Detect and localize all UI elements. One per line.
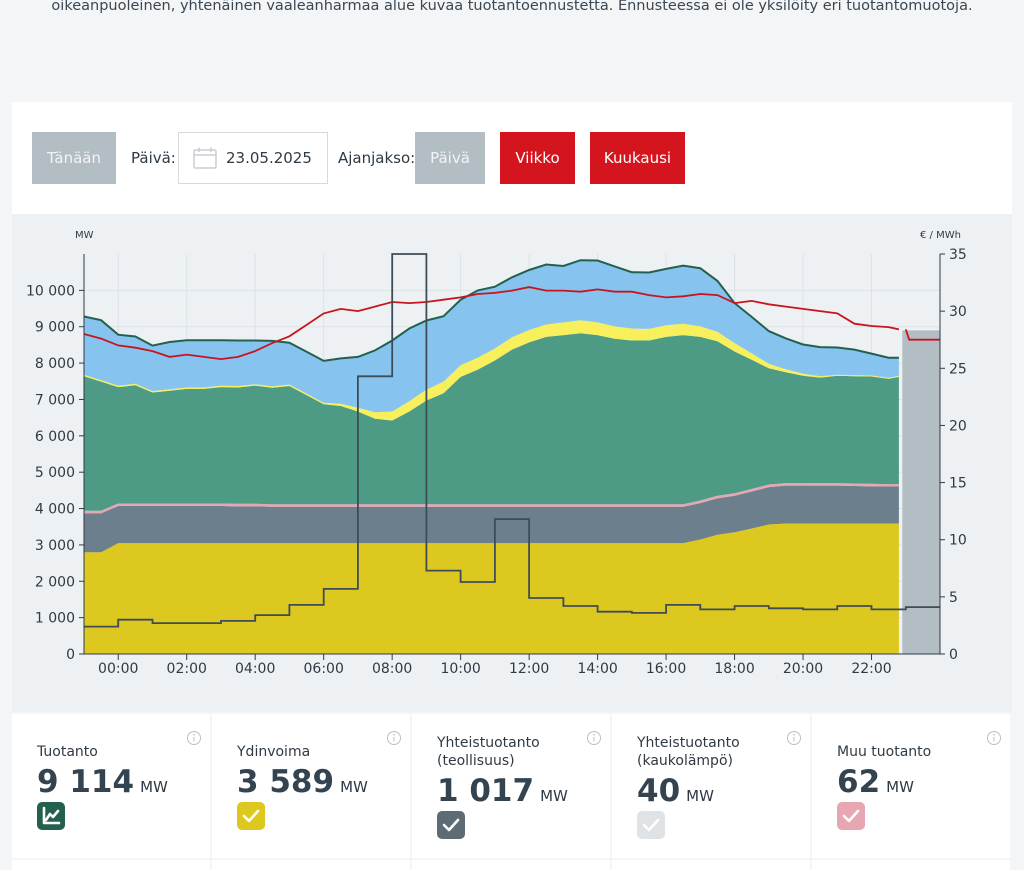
y2-tick-label: 30 — [949, 304, 967, 320]
stat-unit: MW — [540, 787, 568, 805]
x-tick-label: 10:00 — [440, 661, 480, 677]
stat-unit: MW — [140, 778, 168, 796]
stat-value: 40 — [637, 773, 681, 809]
y2-tick-label: 10 — [949, 533, 967, 549]
period-label: Ajanjakso: — [338, 149, 416, 167]
forecast-area — [902, 330, 940, 654]
stat-row-divider — [212, 860, 410, 870]
period-day-button[interactable]: Päivä — [415, 132, 485, 184]
stat-card-chp-industry: Yhteistuotanto (teollisuus) 1 017 MW — [412, 714, 610, 858]
calendar-icon — [193, 147, 217, 173]
stat-value: 3 589 — [237, 764, 335, 800]
stat-unit: MW — [886, 778, 914, 796]
y2-tick-label: 5 — [949, 590, 958, 606]
stat-title: Tuotanto — [37, 744, 98, 760]
stat-row-divider — [12, 860, 210, 870]
stat-unit: MW — [340, 778, 368, 796]
area-series-2 — [84, 483, 899, 514]
right-axis-unit: € / MWh — [920, 230, 961, 241]
y-tick-label: 8 000 — [35, 356, 75, 372]
info-icon[interactable] — [186, 730, 202, 750]
check-icon[interactable] — [237, 802, 265, 830]
stat-title: Yhteistuotanto (kaukolämpö) — [637, 735, 740, 769]
y-tick-label: 3 000 — [35, 538, 75, 554]
total-production-line — [83, 259, 899, 362]
stat-row-divider — [612, 860, 810, 870]
left-axis-unit: MW — [75, 230, 94, 241]
y2-tick-label: 20 — [949, 418, 967, 434]
x-tick-label: 08:00 — [372, 661, 412, 677]
stat-card-other: Muu tuotanto 62 MW — [812, 714, 1010, 858]
intro-text: oikeanpuoleinen, yhtenäinen vaaleanharma… — [51, 0, 973, 14]
y-tick-label: 4 000 — [35, 502, 75, 518]
info-icon[interactable] — [786, 730, 802, 750]
x-tick-label: 22:00 — [851, 661, 891, 677]
y2-tick-label: 15 — [949, 476, 967, 492]
date-controls: Tänään Päivä: 23.05.2025 Ajanjakso: Päiv… — [12, 102, 1012, 214]
x-tick-label: 14:00 — [577, 661, 617, 677]
x-tick-label: 12:00 — [509, 661, 549, 677]
date-label: Päivä: — [131, 149, 176, 167]
info-icon[interactable] — [386, 730, 402, 750]
stat-unit: MW — [686, 787, 714, 805]
stat-title: Muu tuotanto — [837, 744, 932, 760]
y-tick-label: 10 000 — [26, 283, 75, 299]
y-tick-label: 1 000 — [35, 611, 75, 627]
y-tick-label: 5 000 — [35, 465, 75, 481]
period-month-button[interactable]: Kuukausi — [590, 132, 685, 184]
x-tick-label: 04:00 — [235, 661, 275, 677]
step-price-line — [84, 253, 940, 628]
date-value: 23.05.2025 — [226, 149, 312, 167]
stat-card-nuclear: Ydinvoima 3 589 MW — [212, 714, 410, 858]
y-tick-label: 9 000 — [35, 320, 75, 336]
y2-tick-label: 0 — [949, 647, 958, 663]
x-tick-label: 20:00 — [783, 661, 823, 677]
stat-value: 62 — [837, 764, 881, 800]
stat-title: Ydinvoima — [237, 744, 311, 760]
x-tick-label: 18:00 — [714, 661, 754, 677]
info-icon[interactable] — [586, 730, 602, 750]
stat-card-total: Tuotanto 9 114 MW — [12, 714, 210, 858]
stat-value: 1 017 — [437, 773, 535, 809]
area-series-5 — [84, 260, 899, 413]
x-tick-label: 16:00 — [646, 661, 686, 677]
check-icon[interactable] — [637, 811, 665, 839]
area-series-0 — [84, 523, 899, 654]
date-field[interactable]: 23.05.2025 — [178, 132, 328, 184]
x-tick-label: 02:00 — [167, 661, 207, 677]
y-tick-label: 2 000 — [35, 574, 75, 590]
today-button[interactable]: Tänään — [32, 132, 116, 184]
y-tick-label: 0 — [66, 647, 75, 663]
area-series-3 — [84, 333, 899, 511]
info-icon[interactable] — [986, 730, 1002, 750]
y-tick-label: 6 000 — [35, 429, 75, 445]
area-series-1 — [84, 485, 899, 553]
y2-tick-label: 35 — [949, 247, 967, 263]
x-tick-label: 06:00 — [304, 661, 344, 677]
production-stats: Tuotanto 9 114 MW Ydinvoima 3 589 MW Yhtei… — [12, 714, 1012, 870]
check-icon[interactable] — [837, 802, 865, 830]
price-forecast-line — [904, 329, 940, 341]
y2-tick-label: 25 — [949, 361, 967, 377]
production-chart-svg: 0 1 000 2 000 3 000 4 000 5 000 6 000 7 000 8 00… — [26, 230, 967, 677]
x-tick-label: 00:00 — [98, 661, 138, 677]
stat-row-divider — [412, 860, 610, 870]
stat-card-chp-district: Yhteistuotanto (kaukolämpö) 40 MW — [612, 714, 810, 858]
chart-line-icon — [37, 802, 65, 830]
y-tick-label: 7 000 — [35, 392, 75, 408]
stat-value: 9 114 — [37, 764, 135, 800]
production-chart: 0 1 000 2 000 3 000 4 000 5 000 6 000 7 000 8 00… — [12, 214, 1012, 712]
period-week-button[interactable]: Viikko — [500, 132, 575, 184]
stat-title: Yhteistuotanto (teollisuus) — [437, 735, 540, 769]
check-icon[interactable] — [437, 811, 465, 839]
price-line — [83, 286, 900, 361]
stat-row-divider — [812, 860, 1010, 870]
